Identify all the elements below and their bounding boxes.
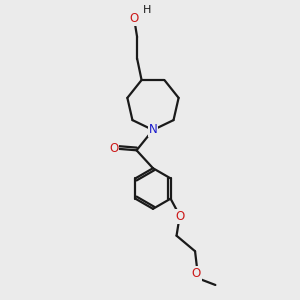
Text: O: O xyxy=(130,12,139,25)
Text: N: N xyxy=(148,124,158,136)
Text: H: H xyxy=(142,5,151,15)
Text: O: O xyxy=(191,267,201,280)
Text: O: O xyxy=(109,142,118,155)
Text: O: O xyxy=(176,210,185,223)
